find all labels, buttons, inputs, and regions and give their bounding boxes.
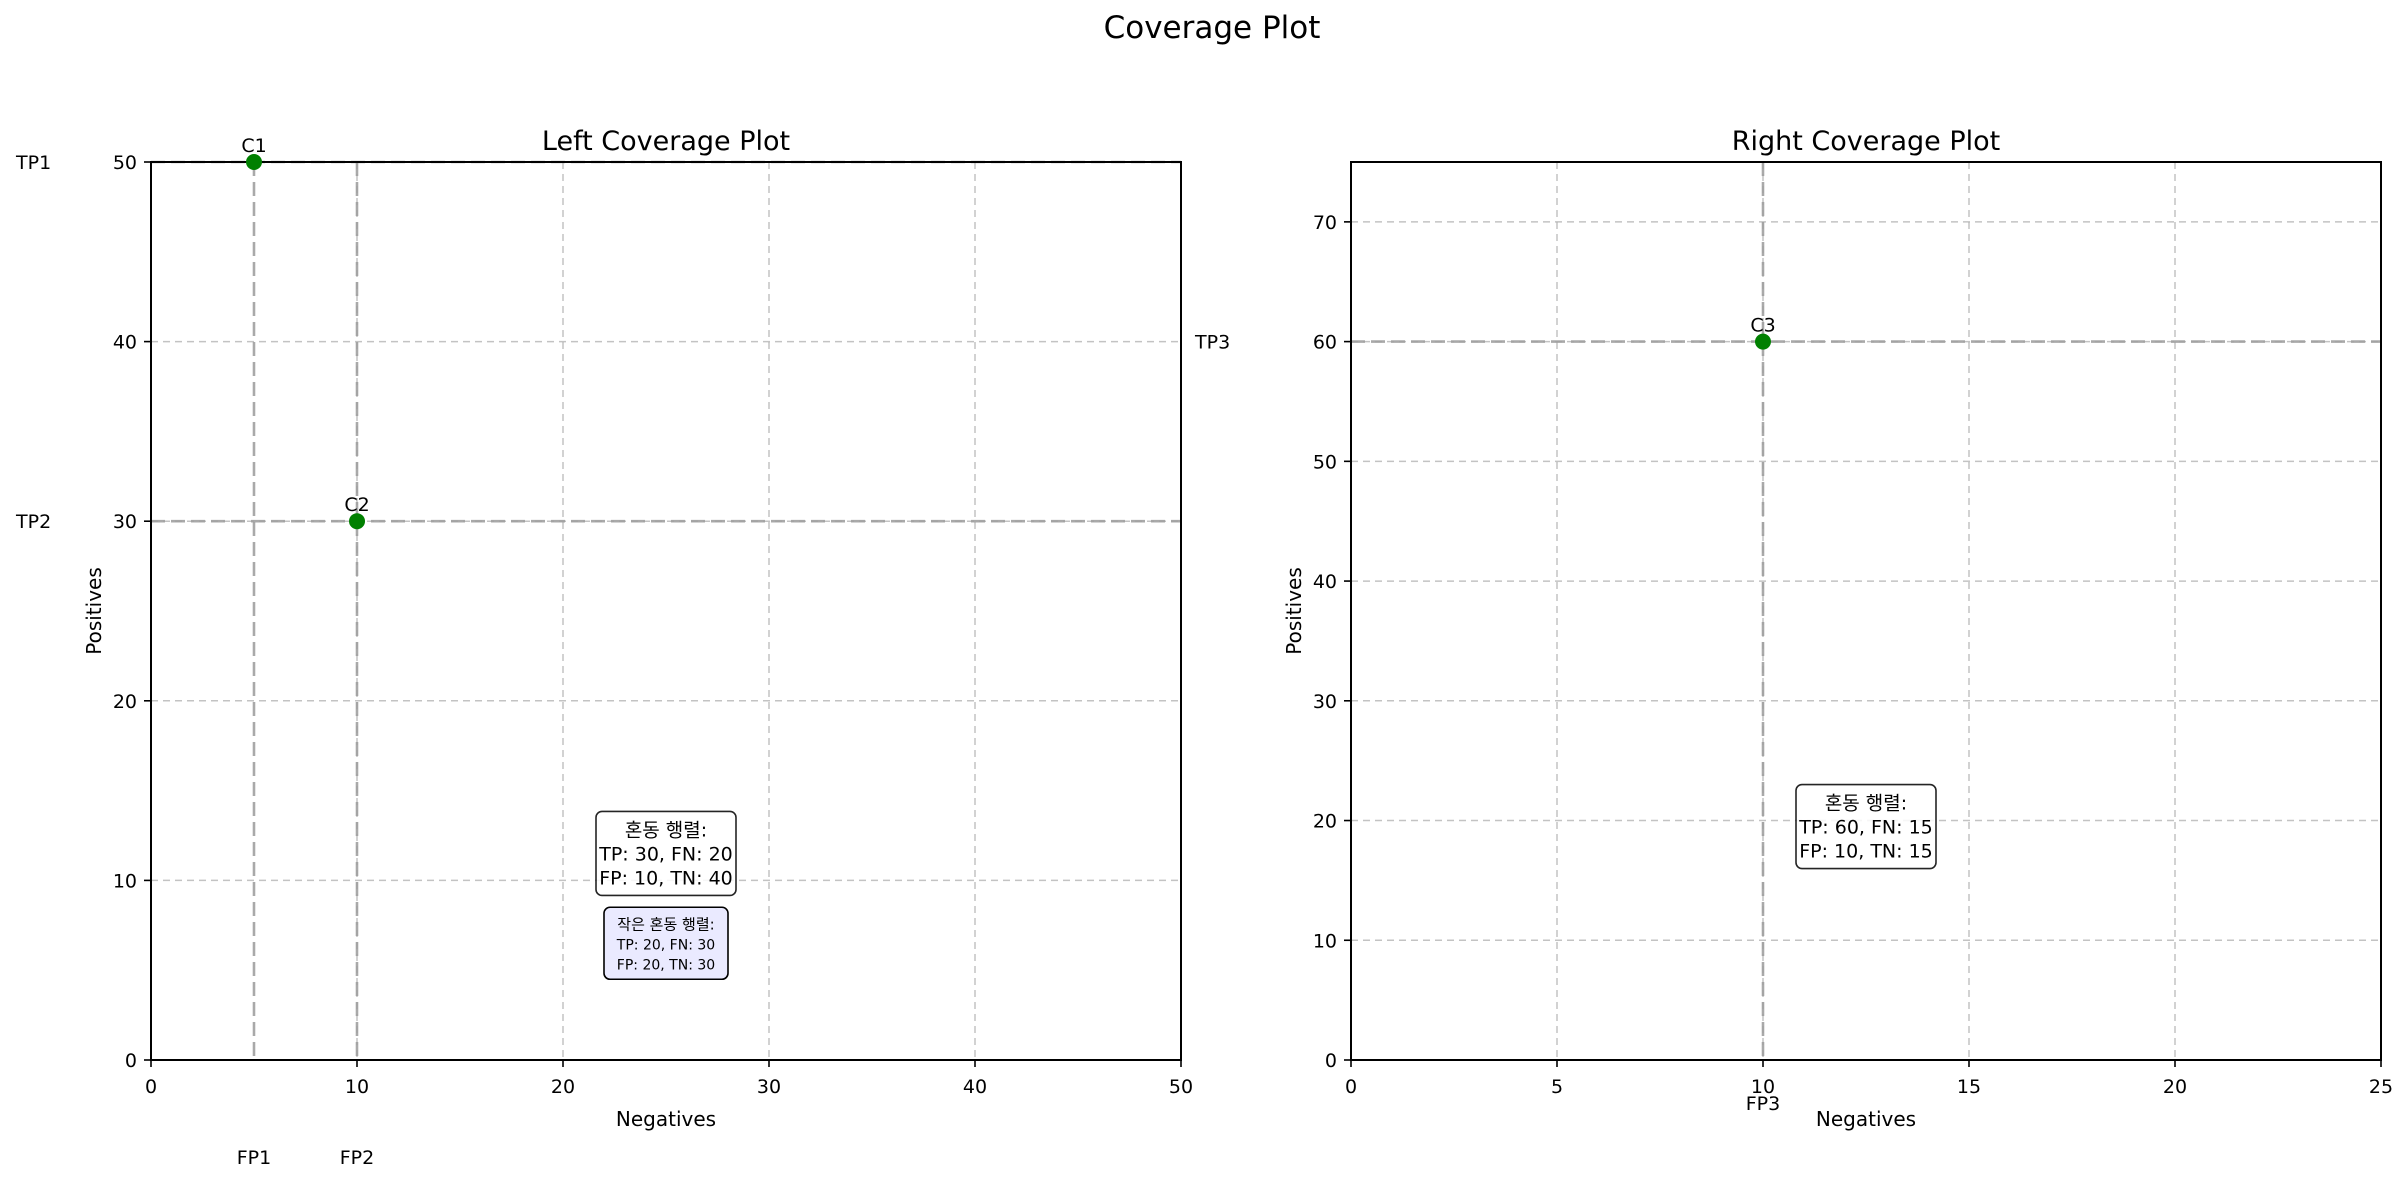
y-tick-label: 70 [1313, 212, 1337, 234]
x-tick-label: 30 [757, 1076, 781, 1098]
text-box-line: FP: 20, TN: 30 [617, 957, 715, 973]
chart-title: Left Coverage Plot [542, 126, 790, 157]
y-tick-label: 30 [113, 511, 137, 533]
x-tick-label: 10 [1751, 1076, 1775, 1098]
y-tick-label: 20 [113, 691, 137, 713]
data-point-c2 [349, 513, 365, 530]
chart-panel-left: 0 10 20 30 40 50 0 10 20 30 40 50 Left Coverage Plot… [15, 126, 1230, 1169]
x-tick-label: 10 [345, 1076, 369, 1098]
y-tick-label: 50 [1313, 451, 1337, 473]
y-tick-label: 40 [1313, 571, 1337, 593]
text-box-frame [1795, 783, 1937, 870]
y-axis-label: Positives [82, 567, 106, 655]
x-tick-label: 40 [963, 1076, 987, 1098]
tp-annotation: TP2 [15, 511, 51, 533]
x-tick-label: 20 [551, 1076, 575, 1098]
y-tick-label: 30 [1313, 691, 1337, 713]
y-tick-label: 60 [1313, 332, 1337, 354]
point-label: C1 [241, 135, 266, 157]
x-tick-label: 25 [2369, 1076, 2393, 1098]
chart-panel-right: 0 5 10 15 20 25 0 10 20 30 40 50 60 70 Right Coverage … [1282, 126, 2393, 1131]
y-axis-label: Positives [1282, 567, 1306, 655]
x-tick-label: 0 [145, 1076, 157, 1098]
text-box-frame [603, 906, 729, 981]
y-tick-label: 0 [1325, 1050, 1337, 1072]
plot-frame [1350, 161, 2382, 1061]
x-tick-label: 5 [1551, 1076, 1563, 1098]
text-box-line: FP: 10, TN: 40 [599, 867, 733, 889]
x-tick-label: 0 [1345, 1076, 1357, 1098]
point-label: C2 [344, 494, 369, 516]
text-box-line: TP: 30, FN: 20 [598, 843, 733, 865]
x-axis-label: Negatives [1816, 1107, 1916, 1131]
point-label: C3 [1750, 315, 1775, 337]
small-confusion-matrix-box: 작은 혼동 행렬: TP: 20, FN: 30 FP: 20, TN: 30 [603, 906, 729, 981]
text-box-line: 작은 혼동 행렬: [617, 915, 714, 933]
y-tick-label: 20 [1313, 811, 1337, 833]
text-box-line: TP: 60, FN: 15 [1798, 817, 1933, 839]
y-tick-label: 10 [1313, 930, 1337, 952]
text-box-line: 혼동 행렬: [1825, 793, 1907, 815]
fp-annotation: FP1 [237, 1147, 271, 1169]
plot-frame [150, 161, 1182, 1061]
text-box-frame [595, 810, 737, 897]
x-tick-label: 20 [2163, 1076, 2187, 1098]
fp-annotation: FP3 [1746, 1093, 1780, 1115]
x-axis-label: Negatives [616, 1107, 716, 1131]
tp-annotation: TP3 [1194, 332, 1230, 354]
fp-annotation: FP2 [340, 1147, 374, 1169]
y-tick-label: 40 [113, 332, 137, 354]
x-tick-label: 50 [1169, 1076, 1193, 1098]
tp-annotation: TP1 [15, 152, 51, 174]
y-tick-label: 50 [113, 152, 137, 174]
text-box-line: TP: 20, FN: 30 [616, 937, 715, 953]
data-point-c3 [1755, 333, 1771, 350]
data-point-c1 [246, 154, 262, 170]
figure-title: Coverage Plot [1104, 10, 1321, 46]
chart-title: Right Coverage Plot [1732, 126, 2001, 157]
text-box-line: FP: 10, TN: 15 [1799, 841, 1933, 863]
x-tick-label: 15 [1957, 1076, 1981, 1098]
y-tick-label: 0 [125, 1050, 137, 1072]
y-tick-label: 10 [113, 870, 137, 892]
text-box-line: 혼동 행렬: [625, 819, 707, 841]
